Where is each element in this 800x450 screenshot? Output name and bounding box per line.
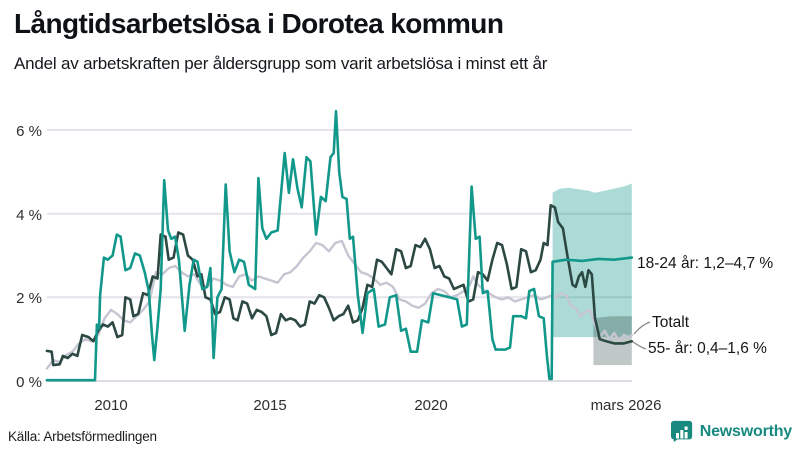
forecast-band-55: [593, 316, 632, 366]
annotation-totalt: Totalt: [652, 314, 690, 331]
newsworthy-icon: [670, 420, 692, 443]
y-tick-4: 4 %: [16, 207, 42, 224]
annotation-18-24: 18-24 år: 1,2–4,7 %: [637, 255, 773, 272]
line-totalt: [45, 239, 633, 370]
y-tick-0: 0 %: [16, 374, 42, 391]
page-subtitle: Andel av arbetskraften per åldersgrupp s…: [14, 54, 548, 74]
page-title: Långtidsarbetslösa i Dorotea kommun: [14, 8, 504, 39]
newsworthy-wordmark: Newsworthy: [699, 423, 792, 440]
newsworthy-logo-link[interactable]: Newsworthy: [670, 420, 792, 444]
x-tick-2010: 2010: [94, 397, 127, 414]
x-tick-2020: 2020: [414, 397, 447, 414]
line-18-24-ar: [45, 109, 634, 382]
leader-line-55: [632, 341, 647, 350]
y-tick-2: 2 %: [16, 290, 42, 307]
y-tick-6: 6 %: [16, 123, 42, 140]
source-note: Källa: Arbetsförmedlingen: [8, 429, 157, 444]
leader-line-totalt: [633, 321, 651, 335]
annotation-55: 55- år: 0,4–1,6 %: [648, 340, 767, 357]
line-55-ar: [45, 204, 634, 367]
chart-header: Långtidsarbetslösa i Dorotea kommun Ande…: [14, 8, 790, 74]
x-tick-mars-2026: mars 2026: [591, 397, 662, 414]
chart-footer: Källa: Arbetsförmedlingen Newsworthy: [8, 420, 792, 444]
x-tick-2015: 2015: [253, 397, 286, 414]
